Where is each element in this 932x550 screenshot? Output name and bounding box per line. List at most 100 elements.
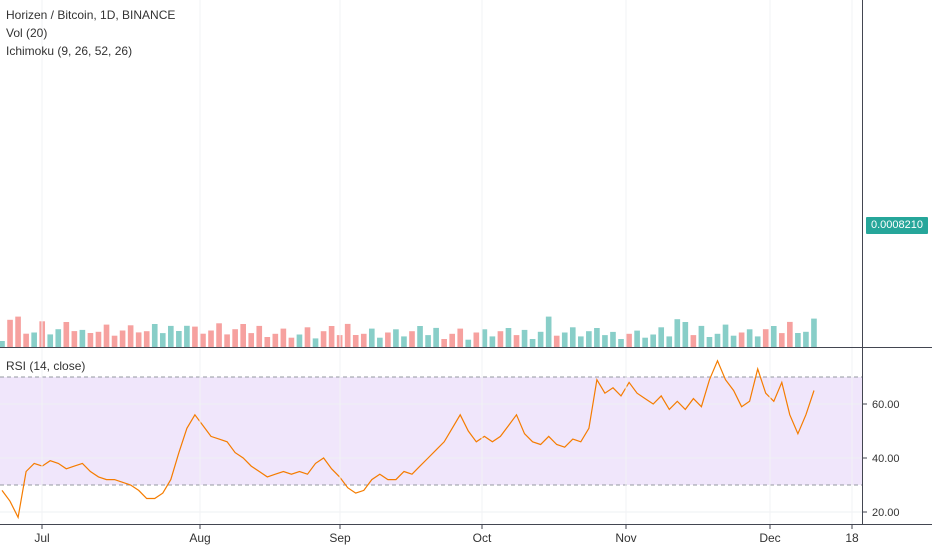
volume-bar — [168, 325, 174, 347]
time-tick-label: 18 — [845, 531, 859, 545]
volume-bar — [312, 338, 319, 347]
volume-bar — [690, 335, 697, 347]
time-tick-label: Sep — [329, 531, 351, 545]
time-tick-label: Dec — [759, 531, 780, 545]
rsi-band — [0, 377, 862, 485]
volume-bar — [208, 330, 214, 347]
volume-bar — [650, 334, 656, 347]
volume-bar — [31, 332, 37, 347]
volume-bar — [634, 330, 640, 347]
volume-bar — [489, 336, 496, 347]
volume-bar — [682, 322, 689, 347]
volume-bar — [320, 331, 327, 347]
volume-bar — [762, 329, 769, 347]
volume-bar — [457, 328, 464, 347]
volume-bar — [513, 335, 520, 347]
rsi-pane[interactable] — [0, 359, 862, 520]
price-pane[interactable] — [0, 0, 929, 347]
volume-bar — [618, 339, 624, 347]
volume-bar — [441, 339, 447, 347]
volume-bar — [626, 333, 632, 347]
volume-bar — [200, 333, 206, 347]
ichimoku-legend[interactable]: Ichimoku (9, 26, 52, 26) — [6, 44, 133, 58]
time-tick-label: Aug — [189, 531, 210, 545]
volume-bar — [264, 337, 271, 347]
volume-bar — [143, 331, 150, 347]
volume-bar — [642, 337, 648, 347]
volume-bar — [328, 326, 335, 347]
volume-bar — [811, 318, 817, 347]
volume-bar — [71, 331, 78, 347]
volume-bar — [658, 327, 665, 347]
volume-bar — [176, 331, 182, 347]
volume-bar — [586, 331, 592, 347]
volume-bar — [272, 333, 279, 347]
volume-bar — [377, 337, 383, 347]
volume-bar — [746, 329, 753, 347]
volume-bar — [63, 322, 70, 347]
volume-bar — [95, 331, 102, 347]
volume-bar — [385, 332, 391, 347]
volume-bar — [433, 327, 439, 347]
rsi-tick-label: 40.00 — [872, 453, 900, 465]
volume-bar — [674, 319, 681, 347]
volume-bar — [497, 331, 504, 347]
volume-bar — [240, 324, 246, 347]
volume-bar — [7, 319, 13, 347]
volume-bar — [778, 333, 785, 347]
volume-bar — [545, 316, 552, 347]
time-tick-label: Jul — [34, 531, 49, 545]
volume-bar — [184, 325, 190, 347]
volume-bar — [0, 341, 5, 347]
volume-bar — [561, 332, 568, 347]
volume-bar — [714, 333, 721, 347]
volume-bar — [401, 336, 407, 347]
volume-bar — [224, 334, 230, 347]
volume-bar — [87, 333, 94, 347]
volume-bar — [159, 333, 166, 347]
volume-bar — [698, 325, 705, 347]
last-price-tag: 0.0008210 — [866, 217, 928, 234]
volume-bar — [192, 326, 198, 347]
volume-bar — [770, 326, 777, 347]
volume-bar — [610, 331, 616, 347]
volume-bar — [505, 328, 512, 347]
volume-bar — [304, 327, 311, 347]
volume-bar — [787, 321, 793, 347]
volume-bar — [449, 333, 456, 347]
volume-bar — [127, 325, 134, 347]
volume-bar — [344, 323, 351, 347]
volume-bar — [352, 335, 359, 347]
volume-bar — [417, 326, 423, 347]
volume-bar — [232, 329, 238, 347]
volume-bar — [151, 324, 158, 347]
volume-bar — [537, 331, 544, 347]
volume-bar — [79, 329, 86, 347]
time-tick-label: Nov — [615, 531, 636, 545]
volume-bar — [473, 332, 480, 347]
volume-bar — [706, 337, 713, 347]
symbol-legend[interactable]: Horizen / Bitcoin, 1D, BINANCE — [6, 8, 176, 22]
volume-legend[interactable]: Vol (20) — [6, 26, 48, 40]
volume-bar — [803, 331, 809, 347]
volume-bar — [553, 335, 560, 347]
volume-bar — [248, 333, 255, 347]
volume-bar — [256, 325, 263, 347]
volume-bar — [666, 336, 673, 347]
volume-bar — [288, 337, 295, 347]
volume-bar — [754, 336, 761, 347]
volume-bar — [578, 336, 584, 347]
volume-bar — [111, 335, 118, 347]
volume-bar — [55, 329, 62, 347]
volume-bar — [47, 334, 54, 347]
rsi-tick-label: 60.00 — [872, 399, 900, 411]
time-tick-label: Oct — [473, 531, 492, 545]
volume-bar — [368, 328, 375, 347]
volume-bar — [521, 329, 528, 347]
rsi-legend[interactable]: RSI (14, close) — [6, 359, 86, 373]
volume-bar — [722, 324, 729, 347]
volume-bar — [119, 330, 126, 347]
volume-bar — [216, 323, 222, 347]
volume-bar — [135, 332, 142, 347]
